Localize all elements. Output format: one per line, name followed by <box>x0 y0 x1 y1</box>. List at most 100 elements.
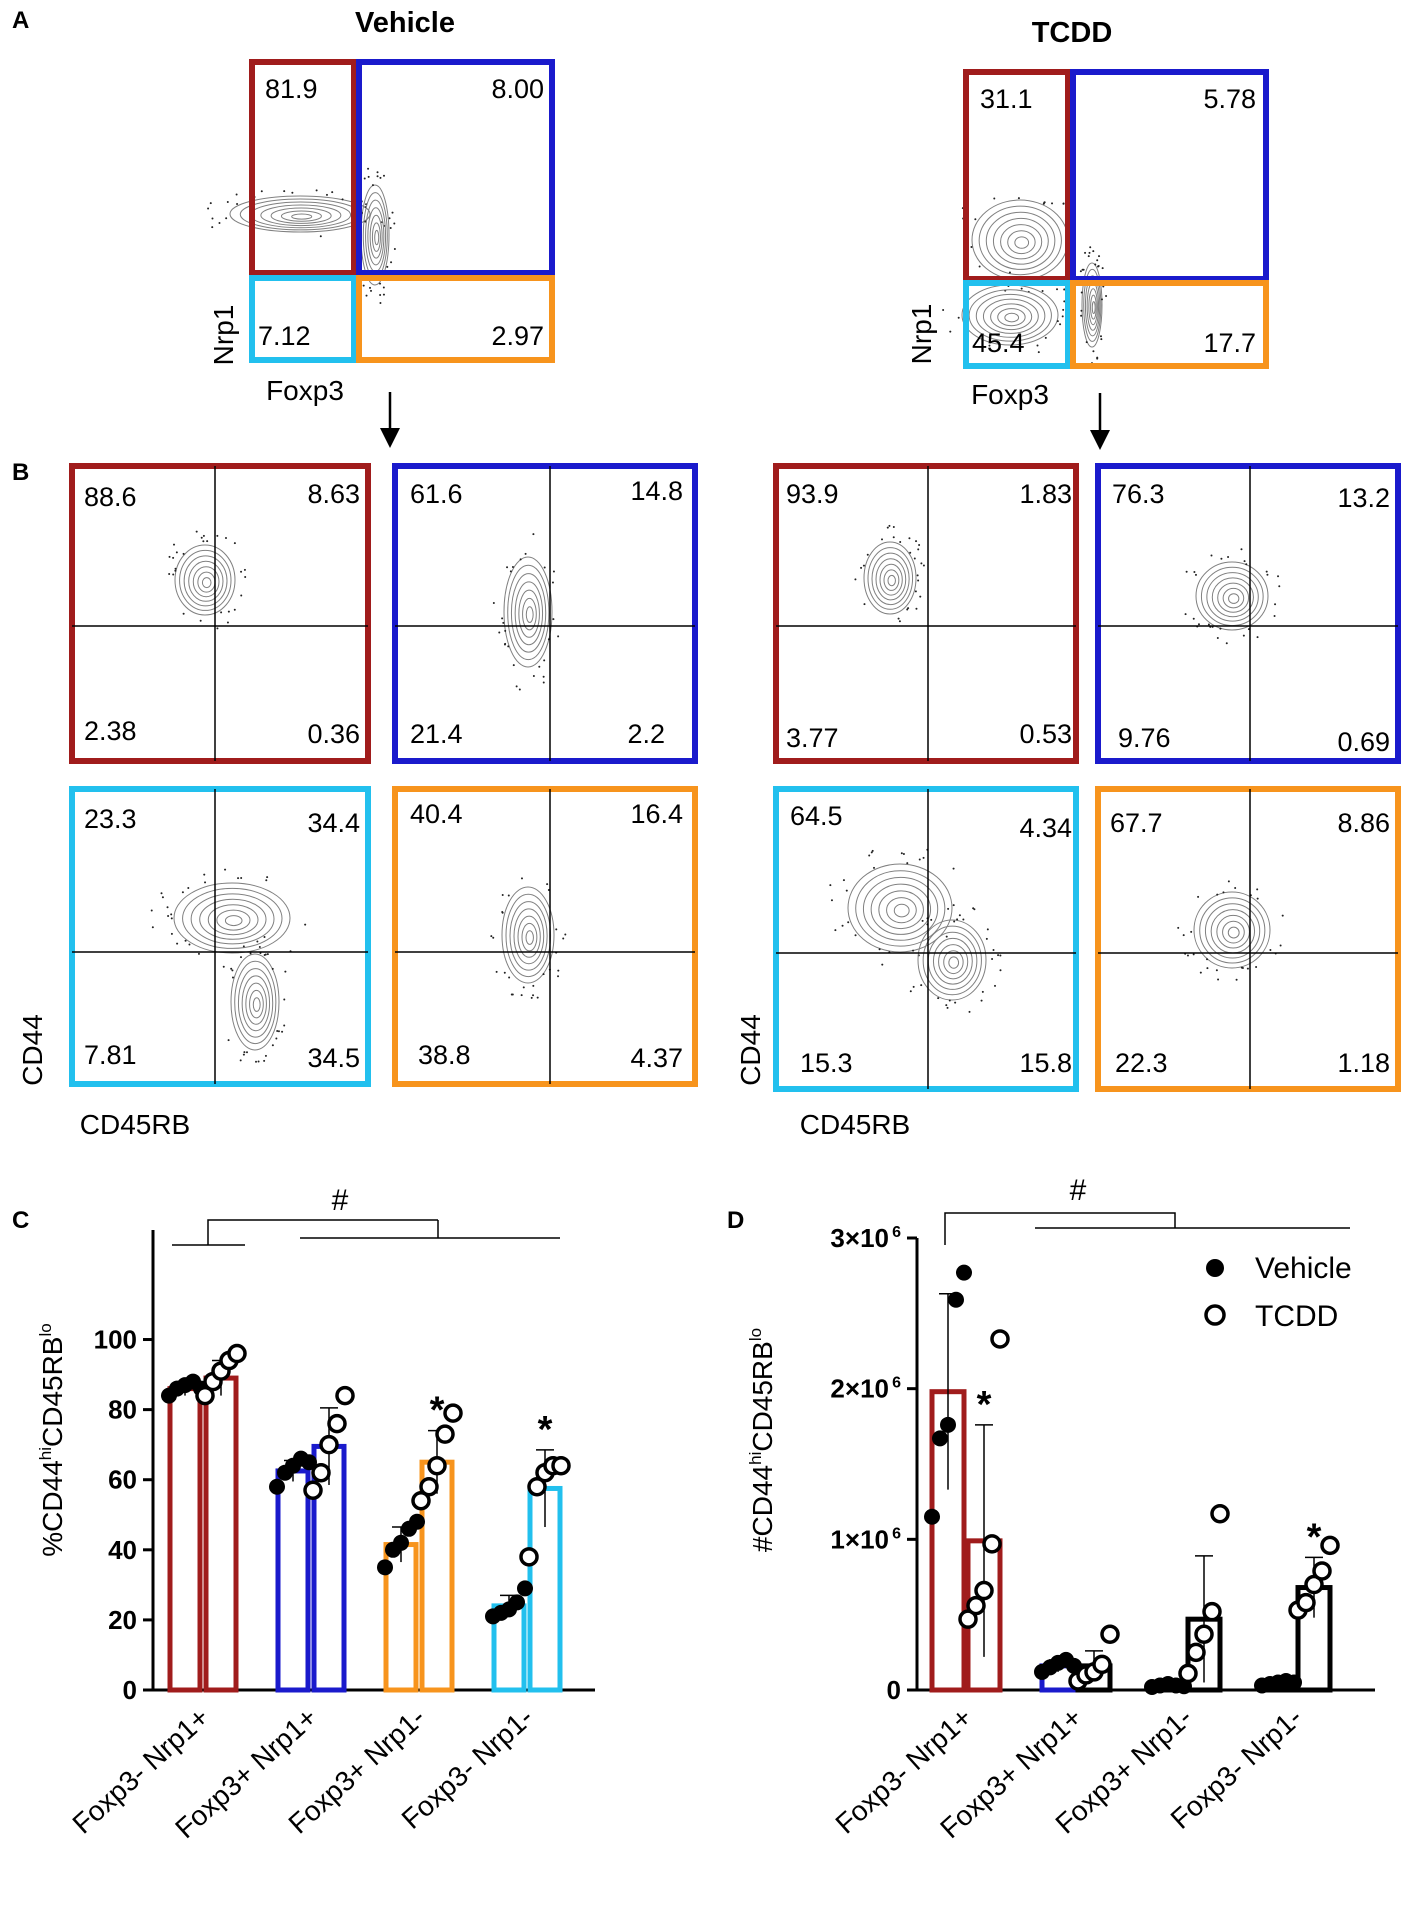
event-dot <box>1056 288 1059 291</box>
event-dot <box>243 568 246 571</box>
event-dot <box>502 621 505 624</box>
event-dot <box>255 1060 258 1063</box>
contour-ring <box>369 214 383 259</box>
event-dot <box>536 996 539 999</box>
event-dot <box>562 937 565 940</box>
event-dot <box>174 567 177 570</box>
event-dot <box>957 316 960 319</box>
event-dot <box>376 171 379 174</box>
event-dot <box>172 573 175 576</box>
data-point <box>327 1413 347 1434</box>
event-dot <box>1235 978 1238 981</box>
y-tick-label: 1×10 <box>830 1524 889 1554</box>
event-dot <box>958 914 961 917</box>
event-dot <box>968 1010 971 1013</box>
significance-star: * <box>1307 1516 1322 1558</box>
event-dot <box>206 540 209 543</box>
event-dot <box>271 1044 274 1047</box>
event-dot <box>167 915 170 918</box>
contour-ring <box>514 581 544 646</box>
event-dot <box>522 986 525 989</box>
event-dot <box>1215 969 1218 972</box>
event-dot <box>532 994 535 997</box>
event-dot <box>543 659 546 662</box>
quadrant-plot-tcdd-foxp3pos-nrp1pos: 76.3 13.2 9.76 0.69 <box>1095 463 1401 764</box>
event-dot <box>263 1059 266 1062</box>
event-dot <box>1245 563 1248 566</box>
contour-ring <box>197 571 216 593</box>
event-dot <box>1184 613 1187 616</box>
y-tick-label: 3×10 <box>830 1223 889 1253</box>
event-dot <box>986 928 989 931</box>
quadrant-value: 38.8 <box>418 1040 471 1070</box>
y-tick-label: 100 <box>94 1325 137 1355</box>
contour-ring <box>503 556 553 668</box>
event-dot <box>1051 202 1054 205</box>
event-dot <box>1100 338 1103 341</box>
event-dot <box>492 602 495 605</box>
event-dot <box>490 935 493 938</box>
event-dot <box>985 937 988 940</box>
event-dot <box>870 851 873 854</box>
data-point <box>1286 1674 1302 1691</box>
contour-ring <box>1088 288 1098 326</box>
contour-plot <box>356 167 396 304</box>
contour-ring <box>509 901 548 971</box>
data-point <box>1186 1642 1206 1663</box>
event-dot <box>1256 636 1259 639</box>
quadrant-value: 22.3 <box>1115 1048 1168 1078</box>
event-dot <box>256 940 259 943</box>
contour-ring <box>938 944 969 980</box>
gate-value: 2.97 <box>491 321 544 351</box>
event-dot <box>506 566 509 569</box>
contour-ring <box>192 566 220 598</box>
event-dot <box>168 572 171 575</box>
event-dot <box>1190 930 1193 933</box>
event-dot <box>997 954 1000 957</box>
quadrant-value: 0.53 <box>1019 719 1072 749</box>
quadrant-plot-tcdd-foxp3neg-nrp1neg: 64.5 4.34 15.3 15.8 <box>773 786 1079 1092</box>
event-dot <box>220 611 223 614</box>
event-dot <box>222 965 225 968</box>
data-point <box>443 1403 463 1423</box>
contour-plot <box>942 271 1068 354</box>
event-dot <box>1210 554 1213 557</box>
event-dot <box>921 919 924 922</box>
contour-ring <box>932 937 973 985</box>
plot-frame <box>69 786 371 1087</box>
contour-ring <box>280 210 322 222</box>
data-point <box>427 1455 447 1476</box>
event-dot <box>946 1006 949 1009</box>
quadrant-value: 15.3 <box>800 1048 853 1078</box>
event-dot <box>1206 967 1209 970</box>
event-dot <box>257 1060 260 1063</box>
event-dot <box>542 675 545 678</box>
event-dot <box>1193 571 1196 574</box>
event-dot <box>954 1001 957 1004</box>
event-dot <box>980 999 983 1002</box>
x-axis-label: Foxp3 <box>971 379 1049 410</box>
event-dot <box>543 566 546 569</box>
event-dot <box>1255 965 1258 968</box>
event-dot <box>1279 944 1282 947</box>
quadrant-value: 3.77 <box>786 723 839 753</box>
event-dot <box>174 569 177 572</box>
quadrant-plot-vehicle-foxp3pos-nrp1pos: 61.6 14.8 21.4 2.2 <box>392 463 698 764</box>
event-dot <box>291 191 294 194</box>
event-dot <box>1281 914 1284 917</box>
data-point <box>411 1490 431 1511</box>
data-point <box>1210 1503 1230 1524</box>
event-dot <box>1087 255 1090 258</box>
quadrant-value: 9.76 <box>1118 723 1171 753</box>
event-dot <box>1199 971 1202 974</box>
event-dot <box>1020 287 1023 290</box>
data-point <box>527 1476 547 1497</box>
event-dot <box>1094 263 1097 266</box>
event-dot <box>181 891 184 894</box>
event-dot <box>370 289 373 292</box>
y-axis-title: #CD44hiCD45RBlo <box>746 1328 778 1552</box>
event-dot <box>542 973 545 976</box>
event-dot <box>532 533 535 536</box>
event-dot <box>176 942 179 945</box>
event-dot <box>507 894 510 897</box>
